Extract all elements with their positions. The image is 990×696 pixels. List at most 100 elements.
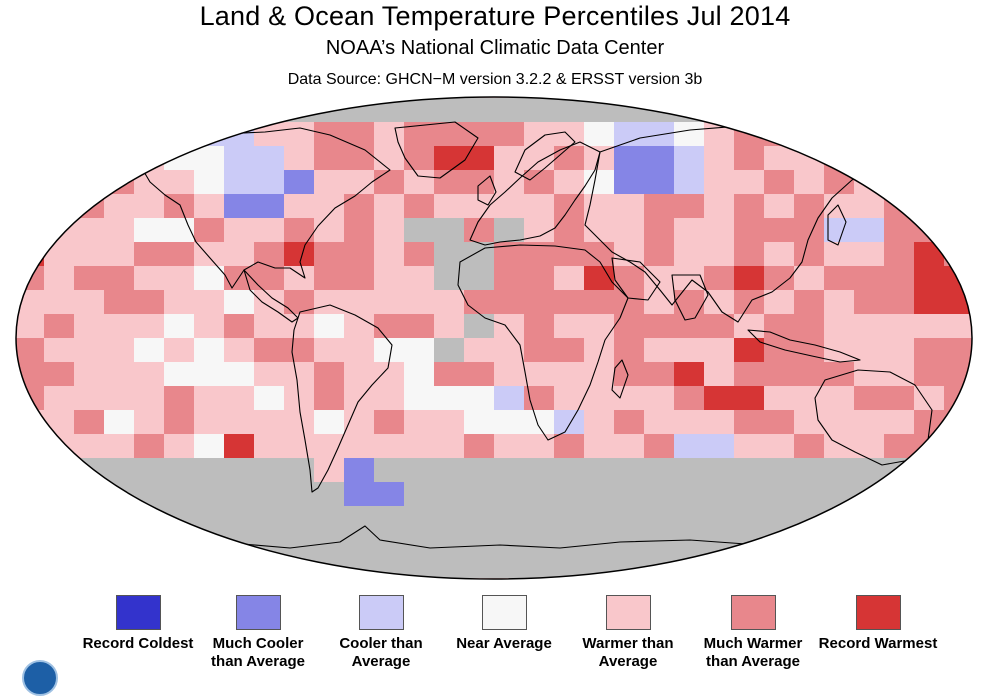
- no-data-cell: [434, 506, 464, 530]
- percentile-cell: [914, 362, 944, 386]
- percentile-cell: [494, 290, 524, 314]
- coast-south-america: [291, 304, 393, 493]
- percentile-cell: [434, 122, 464, 146]
- percentile-cell: [944, 338, 972, 362]
- no-data-cell: [704, 458, 734, 482]
- percentile-cell: [194, 314, 224, 338]
- percentile-cell: [914, 170, 944, 194]
- percentile-cell: [194, 410, 224, 434]
- percentile-cell: [644, 218, 674, 242]
- no-data-cell: [764, 554, 794, 578]
- percentile-cell: [524, 290, 554, 314]
- no-data-cell: [584, 482, 614, 506]
- percentile-cell: [314, 290, 344, 314]
- no-data-cell: [794, 458, 824, 482]
- no-data-cell: [104, 554, 134, 578]
- percentile-cell: [524, 434, 554, 458]
- no-data-cell: [944, 482, 972, 506]
- no-data-cell: [794, 554, 824, 578]
- percentile-cell: [584, 218, 614, 242]
- no-data-cell: [104, 98, 134, 122]
- percentile-cell: [284, 290, 314, 314]
- percentile-cell: [854, 242, 884, 266]
- percentile-cell: [854, 146, 884, 170]
- percentile-cell: [884, 314, 914, 338]
- percentile-cell: [224, 242, 254, 266]
- no-data-cell: [554, 482, 584, 506]
- no-data-cell: [254, 98, 284, 122]
- percentile-cell: [494, 266, 524, 290]
- coast-india: [671, 274, 709, 321]
- percentile-cell: [134, 218, 164, 242]
- coast-europe: [469, 141, 601, 246]
- percentile-cell: [944, 434, 972, 458]
- percentile-cell: [104, 266, 134, 290]
- no-data-cell: [494, 218, 524, 242]
- percentile-cell: [194, 146, 224, 170]
- percentile-cell: [134, 410, 164, 434]
- no-data-cell: [944, 458, 972, 482]
- percentile-cell: [314, 458, 344, 482]
- percentile-cell: [554, 434, 584, 458]
- percentile-cell: [164, 242, 194, 266]
- percentile-cell: [884, 290, 914, 314]
- percentile-cell: [404, 266, 434, 290]
- percentile-cell: [74, 314, 104, 338]
- no-data-cell: [284, 506, 314, 530]
- legend-label: Much Cooler than Average: [211, 635, 305, 670]
- percentile-cell: [524, 338, 554, 362]
- percentile-cell: [944, 170, 972, 194]
- percentile-cell: [164, 338, 194, 362]
- no-data-cell: [554, 530, 584, 554]
- no-data-cell: [944, 506, 972, 530]
- no-data-cell: [194, 482, 224, 506]
- no-data-cell: [254, 554, 284, 578]
- percentile-cell: [734, 338, 764, 362]
- no-data-cell: [164, 98, 194, 122]
- percentile-cell: [884, 242, 914, 266]
- no-data-cell: [224, 458, 254, 482]
- percentile-cell: [374, 362, 404, 386]
- percentile-cell: [254, 194, 284, 218]
- percentile-cell: [374, 290, 404, 314]
- percentile-cell: [16, 338, 44, 362]
- percentile-cell: [644, 338, 674, 362]
- percentile-cell: [404, 290, 434, 314]
- percentile-cell: [554, 290, 584, 314]
- percentile-cell: [434, 146, 464, 170]
- percentile-cell: [854, 194, 884, 218]
- percentile-cell: [164, 218, 194, 242]
- percentile-cell: [614, 410, 644, 434]
- percentile-cell: [284, 194, 314, 218]
- percentile-cell: [764, 218, 794, 242]
- percentile-cell: [584, 194, 614, 218]
- percentile-cell: [314, 338, 344, 362]
- no-data-cell: [704, 98, 734, 122]
- no-data-cell: [914, 98, 944, 122]
- no-data-cell: [794, 482, 824, 506]
- percentile-cell: [254, 170, 284, 194]
- percentile-cell: [134, 122, 164, 146]
- percentile-cell: [434, 194, 464, 218]
- percentile-cell: [194, 386, 224, 410]
- no-data-cell: [44, 506, 74, 530]
- percentile-cell: [704, 218, 734, 242]
- percentile-cell: [914, 146, 944, 170]
- no-data-cell: [44, 458, 74, 482]
- percentile-cell: [404, 194, 434, 218]
- percentile-cell: [16, 218, 44, 242]
- percentile-cell: [344, 458, 374, 482]
- no-data-cell: [404, 530, 434, 554]
- no-data-cell: [404, 98, 434, 122]
- percentile-cell: [404, 338, 434, 362]
- no-data-cell: [284, 530, 314, 554]
- percentile-cell: [644, 434, 674, 458]
- percentile-cell: [404, 434, 434, 458]
- percentile-cell: [254, 266, 284, 290]
- no-data-cell: [314, 506, 344, 530]
- percentile-cell: [344, 434, 374, 458]
- legend-item-record-coldest: Record Coldest: [78, 595, 198, 653]
- no-data-cell: [434, 218, 464, 242]
- data-source-note: Data Source: GHCN−M version 3.2.2 & ERSS…: [287, 71, 703, 88]
- no-data-cell: [644, 458, 674, 482]
